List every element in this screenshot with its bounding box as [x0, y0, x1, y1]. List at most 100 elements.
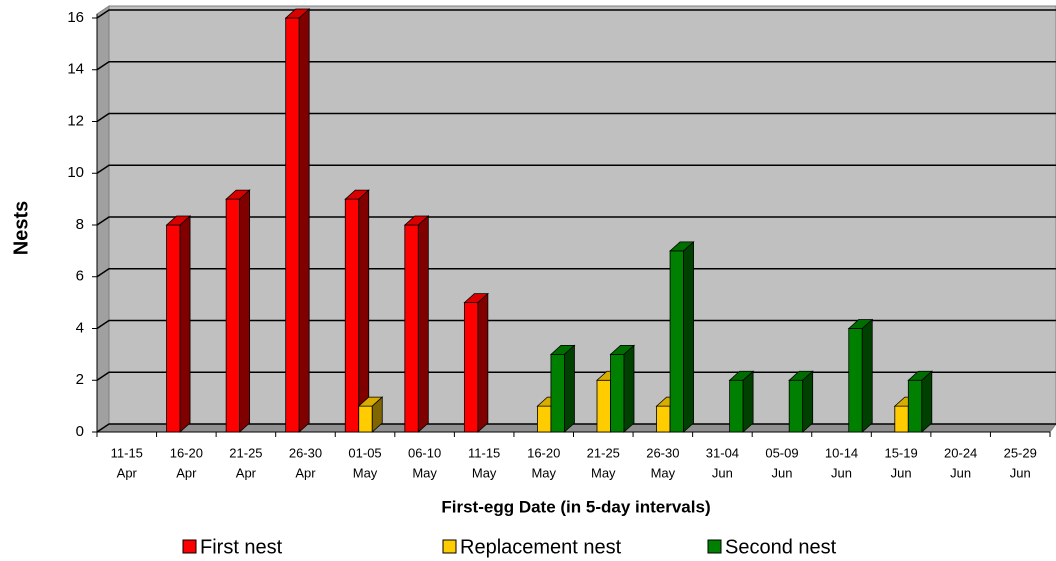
bar-front	[344, 198, 360, 433]
x-tick-label: 10-14	[825, 445, 858, 460]
bar	[609, 344, 636, 433]
bar-front	[358, 405, 373, 433]
bar-side	[802, 370, 814, 433]
bar-front	[729, 379, 744, 433]
y-tick-label: 8	[76, 216, 84, 233]
bar-side	[179, 215, 191, 433]
x-tick-label: 26-30	[646, 445, 679, 460]
bar-front	[596, 379, 611, 433]
bar	[907, 370, 933, 433]
bar	[284, 8, 311, 433]
grid-line	[96, 9, 1056, 19]
x-tick-label: May	[472, 465, 497, 480]
x-tick-label: 05-09	[765, 445, 798, 460]
bar	[788, 370, 814, 433]
bar-front	[610, 353, 625, 433]
x-tick-label: 20-24	[944, 445, 977, 460]
bar-front	[550, 353, 565, 433]
grid-line	[96, 216, 1056, 226]
bar-side	[861, 318, 873, 433]
bar-side	[623, 344, 635, 433]
grid-line	[96, 268, 1056, 278]
y-axis-title: Nests	[10, 201, 32, 255]
x-tick-label: 15-19	[884, 445, 917, 460]
bar-side	[358, 189, 370, 433]
bar-front	[907, 379, 923, 433]
x-tick-label: 21-25	[229, 445, 262, 460]
y-tick-label: 10	[67, 164, 84, 181]
bar-front	[848, 328, 863, 433]
bar-side	[371, 396, 383, 433]
x-tick-label: Jun	[771, 465, 792, 480]
x-tick-label: Apr	[295, 465, 316, 480]
x-tick-label: May	[412, 465, 437, 480]
x-tick-label: 06-10	[408, 445, 441, 460]
bar-side	[298, 8, 310, 433]
y-tick-label: 14	[67, 61, 84, 78]
bar-side	[921, 370, 933, 433]
x-tick-label: Jun	[950, 465, 971, 480]
y-tick-label: 12	[67, 112, 84, 129]
bar-front	[285, 17, 300, 433]
x-tick-label: May	[591, 465, 616, 480]
x-tick-label: 16-20	[170, 445, 203, 460]
x-tick-label: 16-20	[527, 445, 560, 460]
x-tick-label: 21-25	[587, 445, 620, 460]
x-tick-label: May	[651, 465, 676, 480]
bar-front	[669, 250, 684, 433]
bar	[403, 215, 430, 433]
bar-front	[404, 224, 419, 433]
x-tick-label: Jun	[712, 465, 733, 480]
bar	[728, 370, 755, 433]
grid-line	[96, 319, 1056, 330]
x-tick-label: Apr	[176, 465, 197, 480]
bar-front	[537, 405, 552, 433]
x-tick-label: 31-04	[706, 445, 739, 460]
bar	[549, 344, 576, 433]
y-tick-label: 4	[76, 319, 84, 336]
x-tick-label: May	[531, 465, 556, 480]
back-wall	[108, 5, 1056, 425]
bar	[165, 215, 192, 433]
x-tick-label: Jun	[1010, 465, 1031, 480]
legend-swatch	[707, 539, 722, 554]
x-tick-label: Apr	[117, 465, 138, 480]
bar-front	[656, 405, 671, 433]
bar-front	[463, 302, 479, 433]
x-tick-label: May	[353, 465, 378, 480]
x-tick-label: 25-29	[1004, 445, 1037, 460]
x-tick-label: 01-05	[348, 445, 381, 460]
bar-side	[239, 189, 251, 433]
bar	[344, 189, 370, 433]
y-tick-label: 0	[76, 423, 84, 440]
grid-line	[96, 112, 1056, 123]
x-tick-label: 11-15	[111, 445, 143, 460]
legend-swatch	[442, 539, 457, 554]
y-tick-label: 16	[67, 9, 84, 26]
legend-label: First nest	[200, 536, 283, 558]
legend-label: Replacement nest	[460, 536, 622, 558]
bar	[463, 292, 489, 433]
x-tick-label: 26-30	[289, 445, 322, 460]
bar-side	[742, 370, 754, 433]
x-tick-label: Apr	[236, 465, 257, 480]
bar-front	[788, 379, 804, 433]
bar-side	[564, 344, 575, 433]
bar-front	[225, 198, 241, 433]
x-tick-label: Jun	[831, 465, 852, 480]
bar	[357, 396, 384, 433]
grid-line	[96, 164, 1056, 174]
grid-line	[96, 61, 1056, 71]
bar-side	[417, 215, 429, 433]
x-tick-label: Jun	[891, 465, 912, 480]
bar-front	[894, 405, 909, 433]
bar-side	[683, 240, 694, 433]
bar-side	[477, 292, 489, 433]
bar	[847, 318, 874, 433]
legend-label: Second nest	[725, 536, 837, 558]
bar	[225, 189, 251, 433]
bar	[669, 240, 695, 433]
y-tick-label: 6	[76, 268, 84, 285]
y-tick-label: 2	[76, 371, 84, 388]
